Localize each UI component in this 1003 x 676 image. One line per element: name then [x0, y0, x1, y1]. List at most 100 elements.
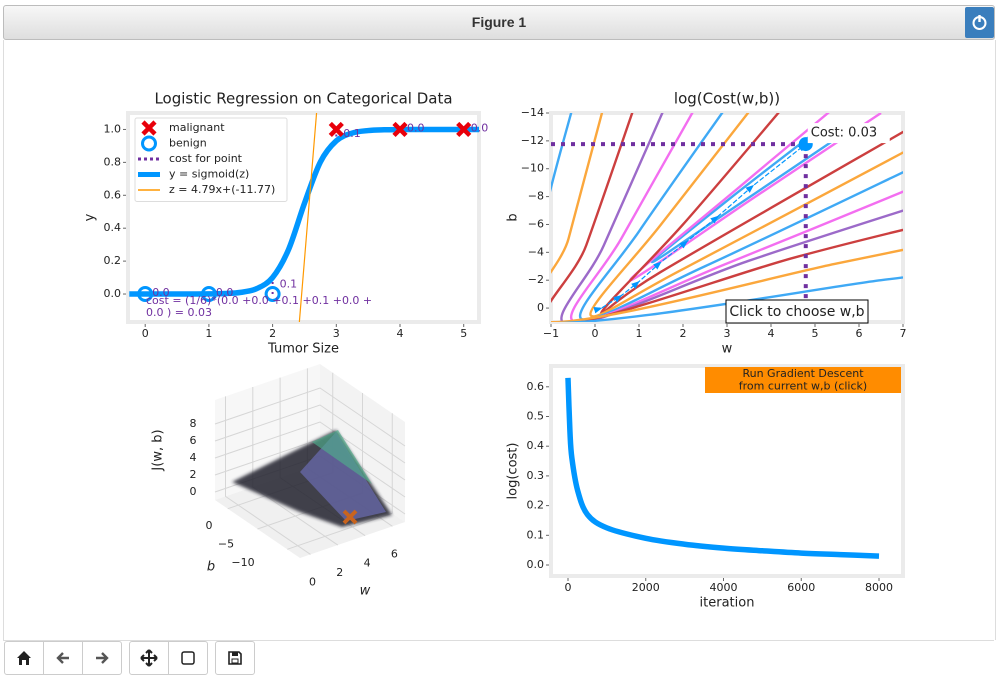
y-tick-label: 0.2	[104, 254, 122, 267]
data-line	[565, 377, 880, 559]
toolbar-separator	[3, 640, 994, 641]
home-button[interactable]	[5, 642, 44, 674]
x-axis-label: w	[722, 342, 733, 357]
x-tick-label: 6000	[787, 581, 815, 594]
legend-swatch	[141, 135, 157, 152]
x-tick-label: 2	[680, 327, 687, 340]
x-tick-label: 2000	[632, 581, 660, 594]
w-tick-label: 0	[309, 575, 316, 588]
plot-frame	[549, 364, 905, 578]
legend-box	[134, 117, 288, 202]
x-tick-label: 1	[636, 327, 643, 340]
x-tick-label: 4000	[710, 581, 738, 594]
close-button[interactable]	[965, 7, 994, 38]
legend-label: z = 4.79x+(-11.77)	[169, 183, 275, 196]
y-tick-label: 0.6	[104, 188, 122, 201]
y-tick-label: 0.2	[527, 499, 545, 512]
x-tick-label: 5	[812, 327, 819, 340]
cost-label-box	[807, 123, 890, 144]
y-tick-label: 0.5	[527, 409, 545, 422]
gradient-button[interactable]	[705, 367, 901, 393]
x-tick-label: 5	[460, 327, 467, 340]
y-tick-label: 0.1	[527, 528, 545, 541]
y-tick-label: 0.8	[104, 155, 122, 168]
cost-label: 0.1	[343, 127, 361, 140]
y-tick-label: −10	[521, 162, 544, 175]
cost-label: 0.0	[152, 286, 170, 299]
x-tick-label: −1	[543, 327, 559, 340]
y-tick-label: −14	[521, 106, 544, 119]
cost-marker	[342, 509, 358, 525]
legend-label: y = sigmoid(z)	[169, 168, 249, 181]
x-axis-label: iteration	[700, 596, 755, 611]
cost-label: Cost: 0.03	[811, 126, 877, 141]
z-tick-label: 4	[190, 451, 197, 464]
x-axis-label: Tumor Size	[267, 342, 339, 357]
button-label: from current w,b (click)	[739, 380, 867, 393]
point-marker	[328, 121, 344, 138]
point-marker	[456, 121, 472, 138]
y-tick-label: 0.6	[527, 380, 545, 393]
x-tick-label: 6	[856, 327, 863, 340]
point-marker	[392, 121, 408, 138]
w-axis-label: w	[360, 584, 371, 599]
window-title: Figure 1	[471, 14, 527, 30]
plot-area	[565, 377, 880, 559]
forward-button[interactable]	[83, 642, 121, 674]
y-axis-label: log(cost)	[506, 443, 521, 500]
cost-text: cost = (1/6)*(0.0 +0.0 +0.1 +0.1 +0.0 +	[146, 294, 372, 307]
x-tick-label: 1	[205, 327, 212, 340]
surface-top	[312, 430, 372, 484]
data-line	[298, 113, 318, 322]
cost-label: 0.0	[216, 286, 234, 299]
y-axis-label: b	[506, 213, 521, 221]
b-tick-label: −10	[231, 556, 254, 569]
choose-button[interactable]	[725, 299, 869, 324]
x-tick-label: 4	[397, 327, 404, 340]
cost-label: 0.0	[471, 121, 489, 134]
y-axis-label: y	[83, 213, 98, 221]
power-icon	[972, 15, 987, 30]
cost-label: 0.0	[407, 122, 425, 135]
y-tick-label: −2	[528, 273, 544, 286]
save-button[interactable]	[216, 642, 254, 674]
y-tick-label: 0	[537, 301, 544, 314]
y-tick-label: 0.4	[104, 221, 122, 234]
grid-line	[225, 396, 311, 555]
z-axis-label: J(w, b)	[151, 429, 166, 471]
x-tick-label: 4	[768, 327, 775, 340]
b-tick-label: −5	[218, 538, 234, 551]
back-button[interactable]	[44, 642, 83, 674]
pan-button[interactable]	[130, 642, 169, 674]
window-title-bar: Figure 1	[3, 5, 995, 40]
y-tick-label: 0.3	[527, 469, 545, 482]
save-group	[215, 641, 255, 675]
grid-line	[287, 413, 393, 550]
x-tick-label: 3	[724, 327, 731, 340]
x-tick-label: 3	[333, 327, 340, 340]
choose-button-label: Click to choose w,b	[729, 304, 864, 320]
w-tick-label: 4	[364, 557, 371, 570]
legend-swatch	[141, 120, 157, 136]
b-tick-label: 0	[206, 519, 213, 532]
y-tick-label: −8	[528, 190, 544, 203]
nav-group	[4, 641, 122, 675]
w-tick-label: 2	[336, 566, 343, 579]
cost-text: 0.0 ) = 0.03	[146, 306, 212, 319]
chart-title: Logistic Regression on Categorical Data	[154, 90, 452, 108]
y-tick-label: −6	[528, 217, 544, 230]
w-tick-label: 6	[391, 547, 398, 560]
data-line	[129, 126, 479, 297]
x-tick-label: 7	[900, 327, 907, 340]
point-marker	[137, 286, 154, 303]
point-marker	[200, 286, 217, 303]
zoom-button[interactable]	[169, 642, 207, 674]
y-tick-label: −12	[521, 134, 544, 147]
y-tick-label: 0.0	[104, 287, 122, 300]
z-tick-label: 2	[190, 468, 197, 481]
z-tick-label: 6	[190, 434, 197, 447]
grid-line	[214, 404, 406, 464]
z-tick-label: 8	[190, 417, 197, 430]
